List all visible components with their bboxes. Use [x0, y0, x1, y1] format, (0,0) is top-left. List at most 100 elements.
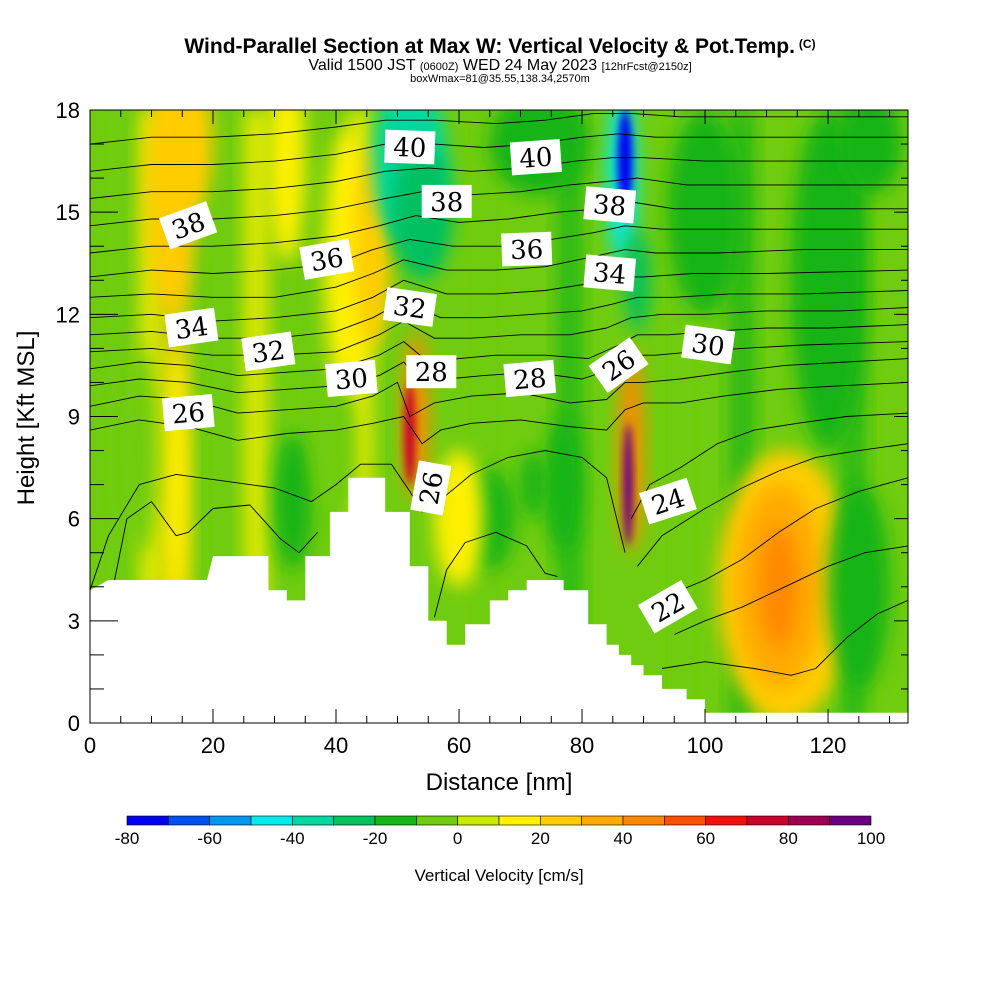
- velocity-cell-12: [791, 110, 865, 451]
- theta-contour-33-13: [90, 225, 908, 278]
- velocity-cell-24: [545, 416, 583, 553]
- contour-label-bg-15: [162, 393, 215, 432]
- theta-contour-22-20: [114, 501, 318, 581]
- velocity-cell-21: [274, 433, 312, 570]
- contour-label-14: 28: [503, 359, 557, 398]
- velocity-cell-11: [668, 110, 742, 315]
- contour-label-3: 38: [421, 184, 472, 218]
- contour-label-bg-9: [241, 331, 296, 372]
- colorbar-swatch-2: [209, 815, 252, 826]
- contour-label-18: 24: [639, 477, 697, 525]
- velocity-cell-10: [625, 229, 650, 332]
- chart-title-text: Wind-Parallel Section at Max W: Vertical…: [184, 35, 795, 58]
- colorbar-swatch-1: [168, 815, 210, 826]
- contour-label-bg-11: [325, 359, 378, 398]
- contour-label-text-5: 36: [308, 243, 346, 278]
- contour-label-bg-4: [583, 186, 637, 224]
- velocity-cell-29: [828, 484, 890, 689]
- copyright-mark: (C): [798, 37, 816, 51]
- contour-label-text-8: 34: [592, 258, 628, 291]
- theta-contour-38-18: [90, 112, 908, 145]
- theta-contour-26-6: [90, 358, 908, 417]
- x-tick-label-0: 0: [84, 733, 96, 758]
- colorbar-tick-0: 0: [453, 829, 462, 848]
- colorbar-swatch-11: [581, 815, 624, 826]
- contour-label-12: 30: [681, 324, 736, 365]
- theta-contour-23-19: [90, 450, 626, 591]
- contour-label-bg-0: [384, 129, 436, 165]
- contour-label-bg-3: [421, 184, 472, 218]
- velocity-cell-20: [760, 525, 798, 649]
- velocity-cell-9: [617, 110, 633, 213]
- contour-label-text-17: 26: [415, 469, 450, 507]
- contour-label-11: 30: [325, 359, 378, 398]
- valid-utc: (0600Z): [419, 61, 459, 73]
- title-block: Wind-Parallel Section at Max W: Vertical…: [0, 36, 1000, 85]
- contour-label-bg-13: [406, 355, 457, 389]
- velocity-cell-1: [163, 110, 214, 213]
- velocity-cell-13: [840, 110, 902, 196]
- valid-date: WED 24 May 2023: [462, 57, 598, 74]
- contour-label-bg-17: [410, 460, 452, 516]
- theta-contour-20-0: [661, 599, 908, 676]
- contour-label-text-13: 28: [415, 358, 448, 388]
- contour-label-text-14: 28: [512, 364, 548, 397]
- colorbar-swatch-10: [540, 815, 582, 826]
- contour-label-bg-5: [299, 238, 355, 280]
- y-tick-label-9: 9: [68, 405, 80, 430]
- contour-label-text-0: 40: [393, 133, 427, 164]
- theta-contour-21-21: [433, 531, 558, 618]
- colorbar-tick-80: 80: [779, 829, 798, 848]
- contour-label-13: 28: [406, 355, 457, 389]
- y-tick-label-12: 12: [56, 302, 80, 327]
- contour-label-bg-6: [501, 231, 553, 267]
- valid-prefix: Valid 1500 JST: [308, 57, 416, 74]
- theta-contour-36-16: [90, 157, 908, 199]
- x-tick-label-120: 120: [810, 733, 847, 758]
- colorbar-swatch-7: [416, 815, 458, 826]
- terrain: [90, 477, 908, 723]
- theta-contour-23-3: [637, 443, 908, 567]
- contour-label-6: 36: [501, 231, 553, 267]
- colorbar-swatch-9: [498, 815, 541, 826]
- contour-label-9: 32: [241, 331, 296, 372]
- y-axis-title: Height [Kft MSL]: [13, 331, 40, 506]
- contour-label-text-15: 26: [171, 398, 207, 431]
- contour-label-text-9: 32: [250, 336, 287, 370]
- theta-contour-24-4: [630, 412, 908, 519]
- colorbar-tick--40: -40: [280, 829, 305, 848]
- x-tick-label-60: 60: [447, 733, 471, 758]
- contour-label-8: 34: [583, 254, 637, 292]
- velocity-cell-27: [163, 348, 189, 621]
- x-tick-label-80: 80: [570, 733, 594, 758]
- velocity-cell-28: [120, 348, 158, 553]
- colorbar-swatch-13: [664, 815, 706, 826]
- contour-label-4: 38: [583, 186, 637, 224]
- velocity-cell-25: [520, 450, 546, 519]
- theta-contour-25-5: [90, 381, 908, 445]
- colorbar-swatch-3: [250, 815, 293, 826]
- theta-contour-22-2: [655, 477, 908, 601]
- contour-label-bg-16: [588, 337, 649, 393]
- contour-label-text-12: 30: [689, 329, 726, 363]
- contour-label-text-3: 38: [430, 188, 463, 218]
- theta-contour-31-11: [90, 269, 908, 322]
- contour-label-bg-8: [583, 254, 637, 292]
- colorbar-tick-100: 100: [857, 829, 885, 848]
- colorbar-tick--80: -80: [115, 829, 140, 848]
- colorbar-swatch-0: [126, 815, 169, 826]
- y-tick-label-18: 18: [56, 98, 80, 123]
- theta-contour-21-1: [674, 545, 908, 635]
- theta-contour-32-12: [90, 249, 908, 298]
- colorbar-swatch-12: [622, 815, 665, 826]
- contour-label-bg-19: [637, 579, 698, 634]
- chart-title: Wind-Parallel Section at Max W: Vertical…: [0, 36, 1000, 57]
- colorbar-tick-40: 40: [614, 829, 633, 848]
- colorbar-swatch-17: [829, 815, 872, 826]
- x-axis-title: Distance [nm]: [426, 769, 573, 796]
- x-tick-label-40: 40: [324, 733, 348, 758]
- velocity-cell-17: [623, 423, 634, 546]
- contour-label-bg-18: [639, 477, 697, 525]
